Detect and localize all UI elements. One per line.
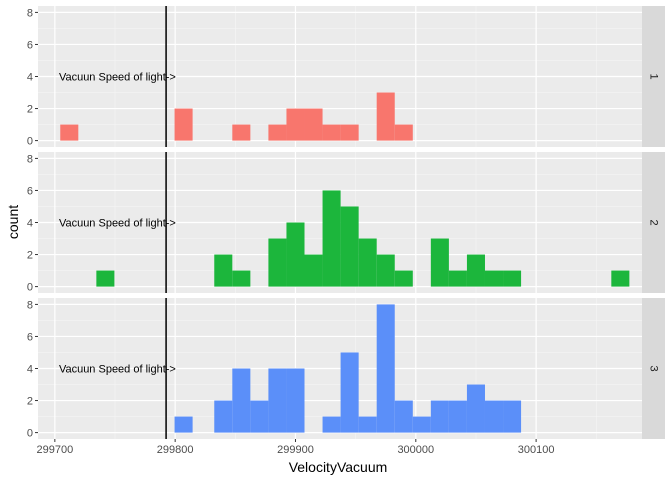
histogram-bar xyxy=(286,368,305,433)
histogram-bar xyxy=(268,238,287,287)
panel-3: 0 2 4 6 8 Vacuun Speed of light-> 3 xyxy=(27,298,665,440)
x-axis-title: VelocityVacuum xyxy=(289,459,388,475)
panels: 0 2 4 6 8 Vacuun Speed of light-> 1 0 2 4 6 8 Vacuun… xyxy=(27,6,665,440)
histogram-bar xyxy=(611,270,630,287)
x-axis: 299700 299800 299900 300000 300100 xyxy=(36,439,554,456)
x-tick-label: 300100 xyxy=(518,444,555,456)
x-tick-label: 299900 xyxy=(277,444,314,456)
histogram-bar xyxy=(322,124,341,141)
histogram-bar xyxy=(484,270,504,287)
histogram-bar xyxy=(503,400,522,433)
histogram-bar xyxy=(394,124,413,141)
y-tick-label: 6 xyxy=(27,39,33,51)
histogram-bar xyxy=(430,400,449,433)
histogram-bar xyxy=(430,238,449,287)
y-tick-label: 8 xyxy=(27,299,33,311)
histogram-bar xyxy=(376,92,395,141)
histogram-bar xyxy=(466,254,485,287)
histogram-bar xyxy=(250,400,269,433)
histogram-bar xyxy=(96,270,115,287)
y-tick-label: 8 xyxy=(27,7,33,19)
histogram-bar xyxy=(394,270,413,287)
histogram-bar xyxy=(340,352,359,433)
histogram-bar xyxy=(412,416,431,433)
histogram-bar xyxy=(466,384,485,433)
facet-strip-label: 3 xyxy=(648,365,660,371)
y-tick-label: 4 xyxy=(27,218,33,230)
histogram-bar xyxy=(268,368,287,433)
histogram-bar xyxy=(286,108,305,141)
y-tick-label: 6 xyxy=(27,331,33,343)
facet-strip-label: 1 xyxy=(648,73,660,79)
histogram-bar xyxy=(60,124,79,141)
x-tick-label: 299800 xyxy=(157,444,194,456)
y-tick-label: 2 xyxy=(27,396,33,408)
y-tick-label: 0 xyxy=(27,136,33,148)
y-tick-label: 4 xyxy=(27,364,33,376)
panel-1: 0 2 4 6 8 Vacuun Speed of light-> 1 xyxy=(27,6,665,148)
histogram-bar xyxy=(232,270,251,287)
histogram-bar xyxy=(232,368,251,433)
annotation-label: Vacuun Speed of light-> xyxy=(59,72,176,84)
facet-strip xyxy=(642,298,665,439)
y-tick-label: 0 xyxy=(27,282,33,294)
panel-2: 0 2 4 6 8 Vacuun Speed of light-> 2 xyxy=(27,152,665,294)
histogram-bar xyxy=(376,254,395,287)
histogram-bar xyxy=(286,222,305,287)
histogram-bar xyxy=(268,124,287,141)
histogram-bar xyxy=(214,400,233,433)
y-tick-label: 2 xyxy=(27,250,33,262)
facet-strip xyxy=(642,152,665,293)
histogram-bar xyxy=(340,124,359,141)
histogram-bar xyxy=(340,206,359,287)
histogram-bar xyxy=(214,254,233,287)
y-axis-title: count xyxy=(5,205,21,239)
histogram-bar xyxy=(358,238,377,287)
histogram-bar xyxy=(322,190,341,287)
histogram-bar xyxy=(304,108,323,141)
histogram-bar xyxy=(484,400,504,433)
x-tick-label: 300000 xyxy=(397,444,434,456)
histogram-bar xyxy=(174,108,193,141)
histogram-bar xyxy=(394,400,413,433)
histogram-bar xyxy=(304,254,323,287)
y-tick-label: 8 xyxy=(27,153,33,165)
histogram-bar xyxy=(503,270,522,287)
histogram-bar xyxy=(448,270,467,287)
y-tick-label: 2 xyxy=(27,104,33,116)
histogram-bar xyxy=(322,416,341,433)
histogram-bar xyxy=(358,416,377,433)
facet-strip xyxy=(642,6,665,147)
facet-strip-label: 2 xyxy=(648,219,660,225)
annotation-label: Vacuun Speed of light-> xyxy=(59,364,176,376)
histogram-bar xyxy=(174,416,193,433)
y-tick-label: 4 xyxy=(27,72,33,84)
y-tick-label: 0 xyxy=(27,428,33,440)
histogram-bar xyxy=(376,304,395,433)
annotation-label: Vacuun Speed of light-> xyxy=(59,218,176,230)
y-tick-label: 6 xyxy=(27,185,33,197)
histogram-bar xyxy=(448,400,467,433)
x-tick-label: 299700 xyxy=(36,444,73,456)
histogram-bar xyxy=(232,124,251,141)
